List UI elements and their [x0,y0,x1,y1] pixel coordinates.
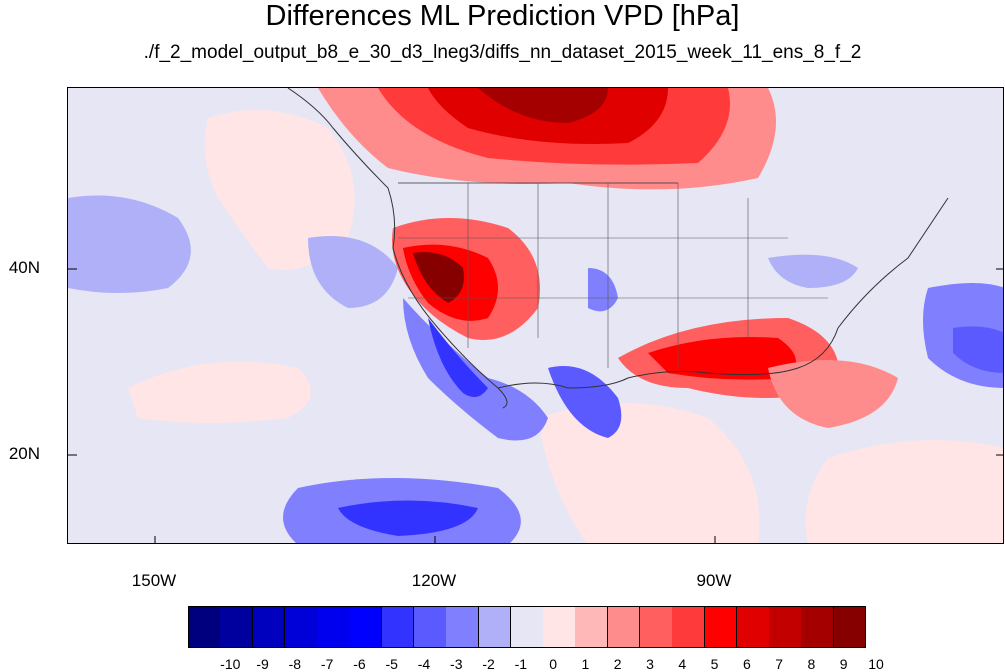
colorbar-tick-label: -2 [482,656,495,672]
colorbar-tick-label: -5 [385,656,398,672]
anomaly-patch [538,403,760,543]
colorbar [188,606,867,648]
colorbar-tick-label: -8 [288,656,302,672]
anomaly-patch [805,440,1003,543]
map-plot-area [67,87,1004,544]
colorbar-tick-label: -10 [220,656,241,672]
colorbar-swatch [414,606,447,648]
anomaly-patch [648,337,796,380]
colorbar-swatch [736,606,770,648]
anomaly-patch [768,254,858,288]
colorbar-swatch [607,606,641,648]
anomaly-patch [428,318,488,397]
axis-ticks [68,268,1003,543]
colorbar-tick-label: 8 [807,656,816,672]
colorbar-tick-label: 10 [868,656,884,672]
colorbar-swatch [510,606,544,648]
colorbar-tick-label: 6 [742,656,751,672]
colorbar-swatch [575,606,609,648]
anomaly-patch [403,298,548,441]
map-title: Differences ML Prediction VPD [hPa] [265,0,740,32]
colorbar-swatch [252,606,286,648]
colorbar-tick-label: 4 [678,656,687,672]
anomaly-patch [768,360,898,428]
colorbar-border [188,606,866,648]
lat-label-40n: 40N [8,258,40,277]
colorbar-tick-label: 2 [613,656,622,672]
anomaly-patch [308,236,398,308]
colorbar-tick-label: -4 [417,656,431,672]
colorbar-tick-label: 0 [549,656,558,672]
lat-label-20n: 20N [8,444,40,463]
anomaly-patch [204,110,355,270]
lon-label-90w: 90W [696,571,732,590]
colorbar-tick-label: 7 [775,656,784,672]
vpd-difference-map [68,88,1003,543]
lon-label-150w: 150W [131,571,177,590]
colorbar-swatch [704,606,738,648]
coastline [287,88,508,409]
colorbar-swatch [769,606,802,648]
colorbar-swatch [349,606,383,648]
colorbar-swatch [478,606,512,648]
colorbar-tick-label: 9 [839,656,848,672]
colorbar-tick-label: 3 [646,656,654,672]
anomaly-patch [548,366,622,438]
colorbar-swatch [381,606,415,648]
state-lines [398,237,828,299]
map-subtitle: ./f_2_model_output_b8_e_30_d3_lneg3/diff… [143,42,862,63]
colorbar-tick-label: -1 [514,656,528,672]
anomaly-patch [953,326,1003,373]
colorbar-swatch [284,606,318,648]
colorbar-tick-label: -9 [256,656,269,672]
colorbar-tick-label: -6 [353,656,366,672]
colorbar-swatch [672,606,706,648]
anomaly-patch [128,361,311,423]
lon-label-120w: 120W [411,571,457,590]
state-lines [467,183,749,368]
anomaly-patch [338,500,478,536]
colorbar-tick-label: -7 [320,656,334,672]
colorbar-tick-label: 5 [710,656,719,672]
anomaly-patch [478,88,608,123]
colorbar-tick-label: 1 [581,656,590,672]
anomaly-patch [68,195,191,293]
anomaly-patch [588,268,618,312]
coastline [497,197,949,389]
anomaly-patch [413,252,464,303]
colorbar-tick-label: -3 [450,656,463,672]
